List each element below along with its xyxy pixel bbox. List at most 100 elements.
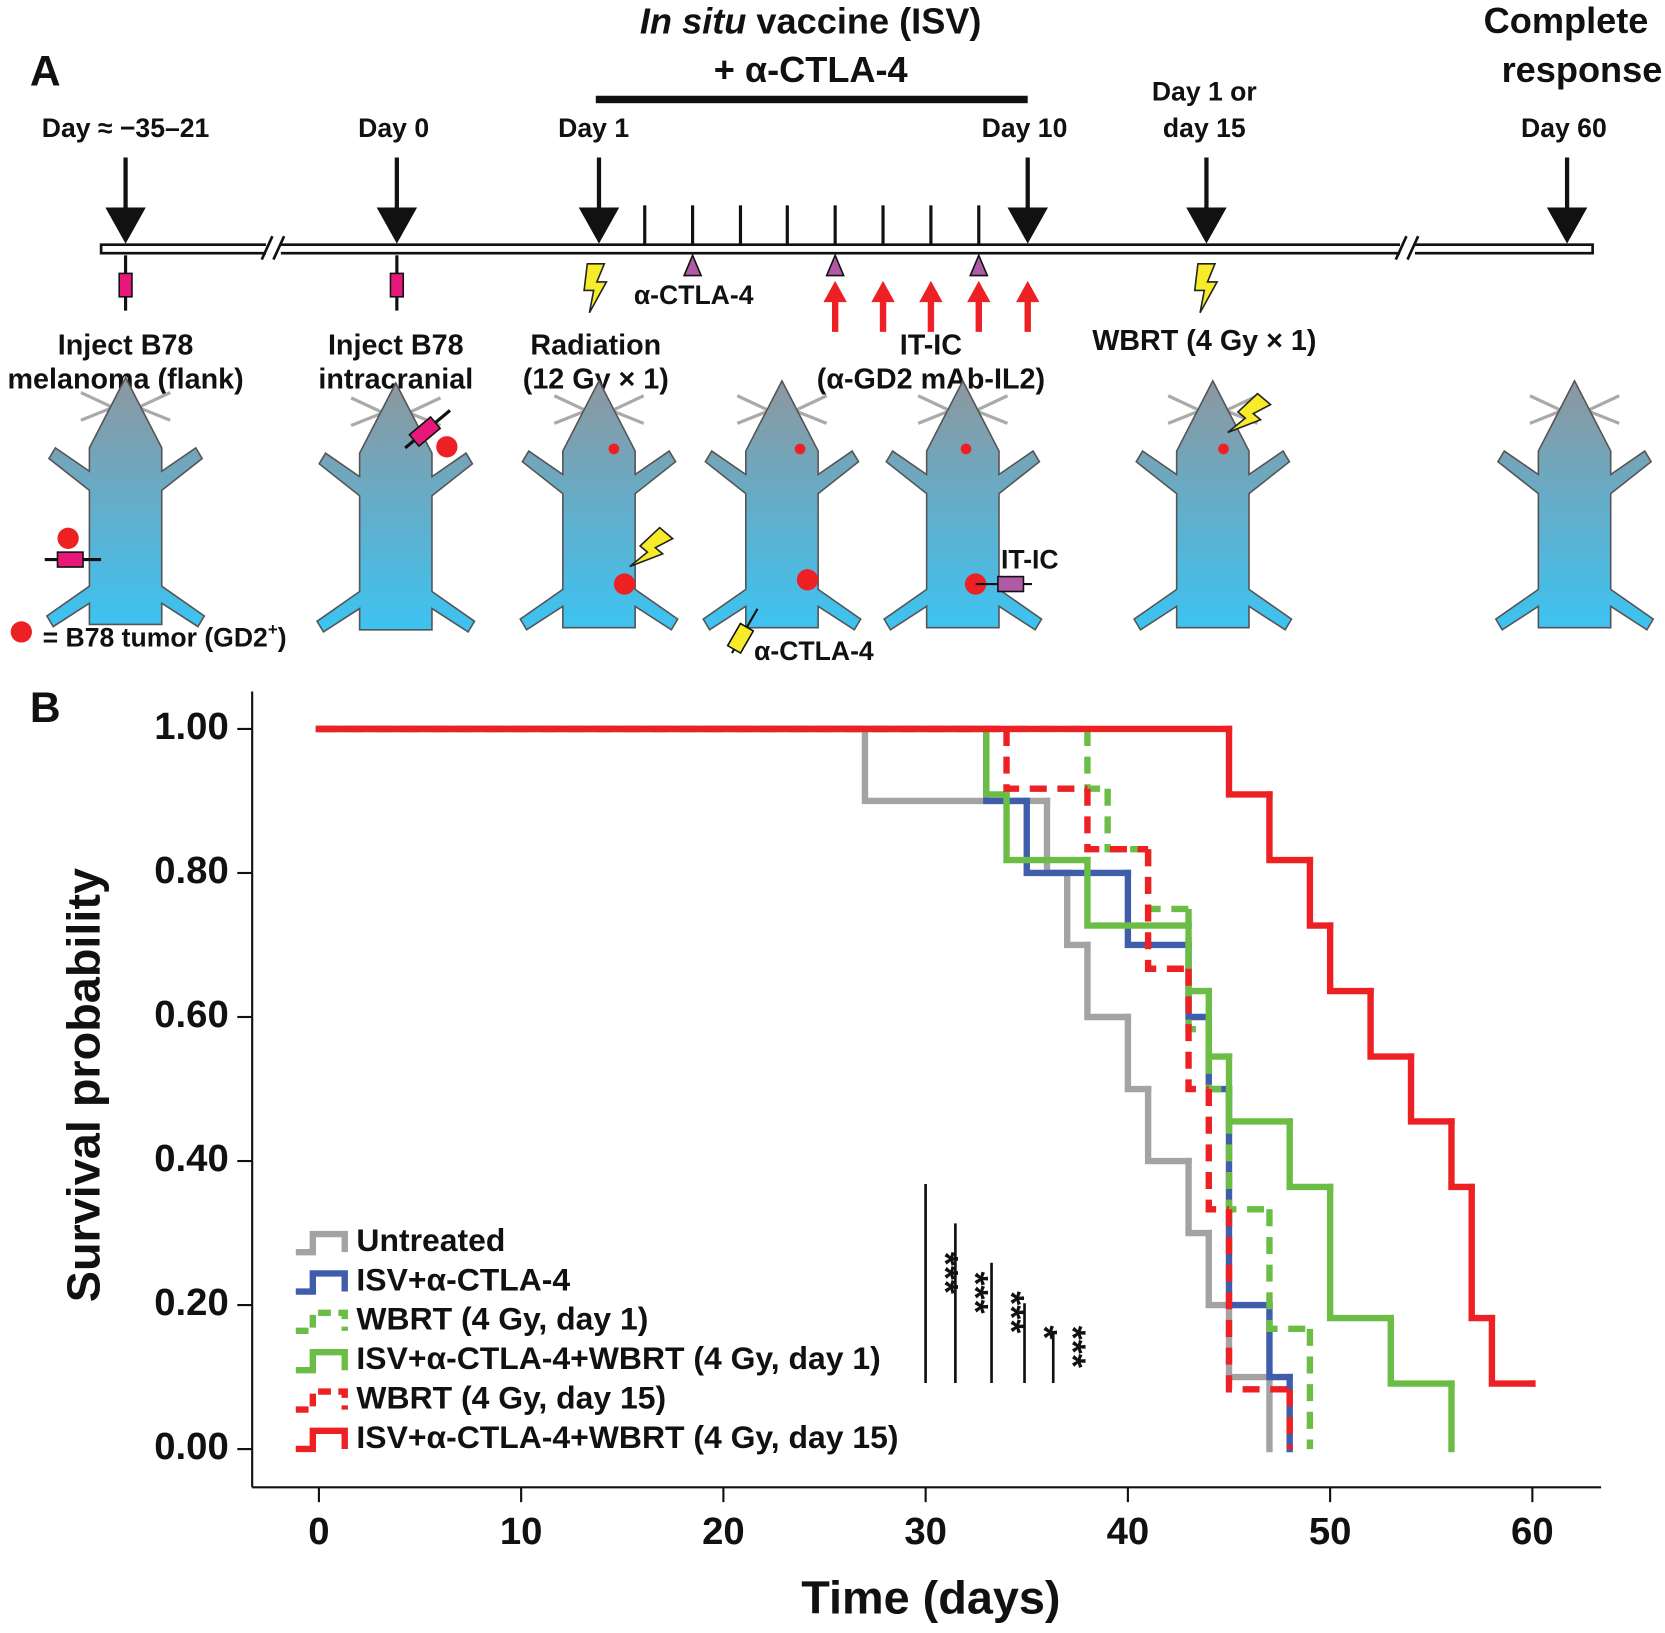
timeline (99, 235, 1594, 261)
step-label: Inject B78 (58, 329, 194, 361)
step-segment (1003, 791, 1091, 864)
itic-arrowhead (823, 280, 847, 303)
step-segment (1407, 1053, 1455, 1125)
isv-title-rest: vaccine (ISV) (746, 0, 981, 41)
timeline-arrowhead (376, 207, 418, 244)
line (1394, 235, 1408, 261)
day-label: Day 10 (982, 113, 1068, 143)
step-segment (1225, 1301, 1273, 1381)
step-segment (1084, 728, 1108, 792)
step-segment (1144, 849, 1189, 913)
y-tick-label: 0.40 (154, 1137, 229, 1180)
step-segment (1488, 1314, 1536, 1387)
rect (56, 551, 84, 568)
y-tick-label: 0.20 (154, 1281, 229, 1324)
mouse (315, 381, 477, 634)
use (583, 263, 608, 314)
step-segment (1225, 1209, 1290, 1393)
step-segment (1266, 1209, 1310, 1333)
step-label: Radiation (530, 329, 661, 361)
circle (608, 443, 620, 455)
day-label: Day ≈ −35–21 (42, 113, 210, 143)
itic-arrowhead (871, 280, 895, 303)
significance-stars: * (1024, 1325, 1065, 1340)
line (1406, 235, 1420, 261)
ctla4-marker (825, 253, 845, 277)
y-tick-label: 1.00 (154, 705, 229, 748)
significance-stars: *** (955, 1271, 996, 1314)
step-segment (1225, 1089, 1270, 1213)
step-label: (α-GD2 mAb-IL2) (817, 363, 1045, 395)
tumor-key-text: = B78 tumor (GD2 (43, 622, 268, 652)
step-segment (1124, 869, 1192, 949)
rect (997, 575, 1025, 593)
circle (960, 443, 972, 455)
step-segment (1286, 1118, 1334, 1191)
timeline-arrowhead (1007, 207, 1048, 244)
x-axis-title: Time (days) (801, 1571, 1060, 1623)
rect (99, 243, 1594, 255)
step-label: IT-IC (900, 329, 962, 361)
legend-swatch (295, 1230, 348, 1256)
isv-bar (595, 95, 1028, 104)
isv-title-italic: In situ (640, 0, 746, 41)
mouse (1132, 379, 1294, 632)
step-label: Inject B78 (328, 329, 464, 361)
legend-label: WBRT (4 Gy, day 1) (356, 1301, 648, 1337)
rect (389, 272, 405, 298)
isv-title: In situ vaccine (ISV) (640, 0, 982, 41)
circle (1218, 443, 1229, 455)
x-tick-label: 50 (1309, 1510, 1352, 1553)
legend-swatch (295, 1388, 348, 1413)
mice (45, 376, 1655, 634)
x-tick-label: 30 (904, 1510, 947, 1553)
itic-arrowhead (1016, 280, 1040, 303)
mouse (701, 379, 863, 632)
rect (408, 415, 442, 448)
tumors (10, 436, 1229, 643)
step-segment (1205, 1229, 1233, 1309)
ctla4-marker (969, 253, 989, 277)
tumor-key-sup: + (268, 619, 278, 638)
step-segment (1205, 987, 1233, 1060)
x-tick-label: 10 (500, 1510, 543, 1553)
step-segment (1084, 856, 1192, 929)
step-segment (1205, 1029, 1230, 1093)
step-segment (1003, 728, 1088, 792)
step-segment (1144, 1085, 1192, 1165)
syringes (44, 255, 1032, 655)
step-segment (1448, 1118, 1475, 1191)
step-segment (1144, 849, 1189, 972)
y-tick-label: 0.00 (154, 1425, 229, 1468)
y-tick-label: 0.60 (154, 993, 229, 1036)
step-segment (1468, 1183, 1496, 1322)
circle (613, 573, 636, 595)
step-segment (1124, 1013, 1152, 1093)
mouse-itic: IT-IC (1001, 545, 1059, 575)
step-segment (1084, 941, 1132, 1021)
g (726, 608, 759, 655)
significance-stars: *** (925, 1252, 966, 1295)
day-label: Day 1 (558, 113, 629, 143)
ctla4-marker (682, 253, 703, 277)
tumor-key: = B78 tumor (GD2+) (43, 619, 287, 652)
x-tick-label: 0 (308, 1510, 329, 1553)
mouse-ctla4: α-CTLA-4 (754, 636, 874, 666)
itic-arrowhead (967, 280, 991, 303)
significance-stars: *** (1053, 1326, 1094, 1369)
x-tick-label: 40 (1107, 1510, 1150, 1553)
legend-swatch (295, 1348, 348, 1374)
step-segment (1104, 788, 1149, 853)
circle (796, 569, 819, 591)
circle (57, 527, 79, 549)
legend-label: Untreated (356, 1222, 505, 1258)
timeline-arrowhead (1186, 207, 1227, 244)
step-segment (1367, 987, 1415, 1060)
timeline-arrowhead (578, 207, 620, 244)
step-segment (1084, 788, 1149, 853)
step-segment (1266, 791, 1314, 864)
mouse (518, 379, 680, 632)
step-segment (1225, 725, 1273, 798)
